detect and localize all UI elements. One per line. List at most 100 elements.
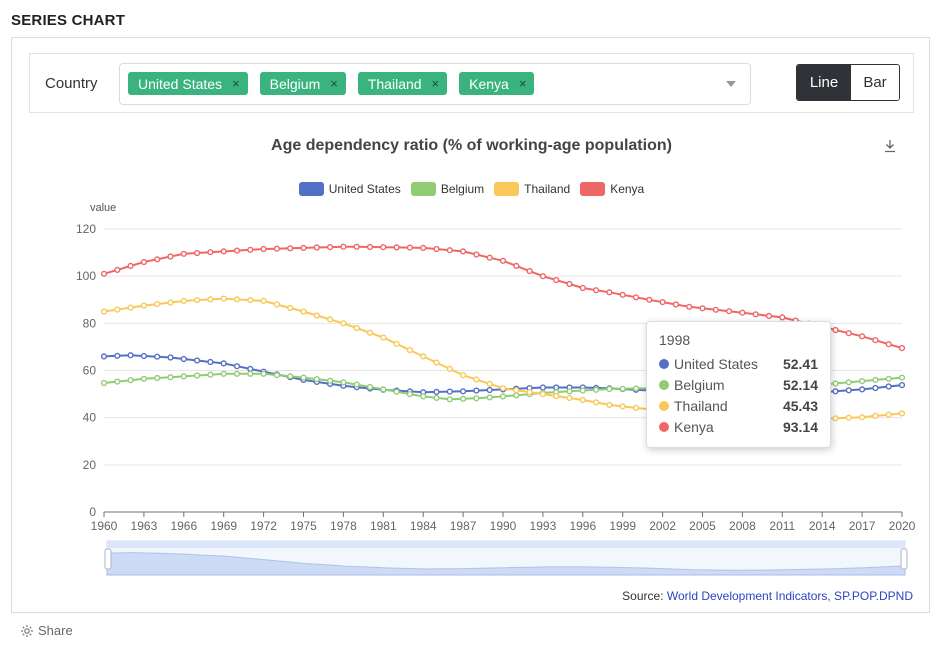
data-point[interactable] xyxy=(393,340,400,347)
data-point[interactable] xyxy=(872,376,879,384)
data-point[interactable] xyxy=(247,297,254,304)
data-point[interactable] xyxy=(460,388,467,395)
data-point[interactable] xyxy=(207,296,214,303)
data-point[interactable] xyxy=(287,373,294,380)
data-point[interactable] xyxy=(845,414,852,421)
data-point[interactable] xyxy=(393,388,400,395)
data-point[interactable] xyxy=(619,385,626,392)
data-point[interactable] xyxy=(885,375,892,382)
remove-tag-icon[interactable]: × xyxy=(518,76,527,91)
data-point[interactable] xyxy=(313,244,320,251)
data-point[interactable] xyxy=(845,330,852,337)
data-point[interactable] xyxy=(898,374,906,381)
data-point[interactable] xyxy=(473,387,480,394)
data-point[interactable] xyxy=(114,378,121,385)
data-point[interactable] xyxy=(406,244,414,251)
data-point[interactable] xyxy=(327,377,334,384)
data-point[interactable] xyxy=(406,347,414,354)
data-point[interactable] xyxy=(154,353,161,360)
legend-item-belgium[interactable]: Belgium xyxy=(410,182,484,196)
data-point[interactable] xyxy=(366,243,374,251)
legend-item-thailand[interactable]: Thailand xyxy=(494,182,570,196)
data-point[interactable] xyxy=(114,352,121,359)
data-point[interactable] xyxy=(513,262,520,270)
data-point[interactable] xyxy=(872,412,879,420)
data-point[interactable] xyxy=(140,375,148,382)
data-point[interactable] xyxy=(486,394,493,401)
data-point[interactable] xyxy=(127,304,134,311)
data-point[interactable] xyxy=(539,273,547,280)
data-point[interactable] xyxy=(526,389,533,396)
data-point[interactable] xyxy=(832,380,839,387)
data-point[interactable] xyxy=(127,352,134,359)
data-point[interactable] xyxy=(885,383,892,390)
data-point[interactable] xyxy=(167,374,174,381)
data-point[interactable] xyxy=(486,254,493,261)
data-point[interactable] xyxy=(619,403,626,410)
data-point[interactable] xyxy=(473,376,480,383)
data-point[interactable] xyxy=(499,393,507,400)
data-point[interactable] xyxy=(273,301,281,308)
data-point[interactable] xyxy=(154,374,161,382)
data-point[interactable] xyxy=(353,243,360,250)
data-point[interactable] xyxy=(885,411,892,418)
data-point[interactable] xyxy=(140,302,148,309)
data-point[interactable] xyxy=(340,243,347,250)
data-point[interactable] xyxy=(672,301,680,308)
country-multiselect[interactable]: United States × Belgium × Thailand × Ken… xyxy=(119,63,751,105)
remove-tag-icon[interactable]: × xyxy=(232,76,240,91)
data-point[interactable] xyxy=(433,388,440,396)
data-point[interactable] xyxy=(140,352,148,360)
data-point[interactable] xyxy=(420,393,427,400)
data-point[interactable] xyxy=(606,401,613,409)
legend-item-kenya[interactable]: Kenya xyxy=(580,182,644,196)
data-point[interactable] xyxy=(247,370,254,377)
data-point[interactable] xyxy=(220,360,227,367)
data-point[interactable] xyxy=(858,378,866,385)
data-point[interactable] xyxy=(233,247,241,254)
data-point[interactable] xyxy=(686,303,693,310)
data-point[interactable] xyxy=(460,395,467,402)
data-point[interactable] xyxy=(100,308,108,315)
data-point[interactable] xyxy=(220,248,227,255)
data-point[interactable] xyxy=(460,248,467,255)
data-point[interactable] xyxy=(300,244,307,252)
data-point[interactable] xyxy=(699,305,706,312)
data-point[interactable] xyxy=(566,280,573,288)
data-point[interactable] xyxy=(380,244,387,251)
data-point[interactable] xyxy=(433,394,440,402)
data-point[interactable] xyxy=(194,297,201,304)
data-point[interactable] xyxy=(446,396,453,403)
data-point[interactable] xyxy=(752,311,759,318)
zoom-handle-right[interactable] xyxy=(900,548,908,570)
data-point[interactable] xyxy=(127,377,134,384)
data-point[interactable] xyxy=(194,372,201,379)
data-point[interactable] xyxy=(566,394,573,402)
data-point[interactable] xyxy=(460,372,467,379)
data-point[interactable] xyxy=(566,388,573,395)
data-point[interactable] xyxy=(885,341,892,348)
data-point[interactable] xyxy=(167,299,174,306)
data-point[interactable] xyxy=(287,304,294,312)
data-point[interactable] xyxy=(872,337,879,344)
data-point[interactable] xyxy=(100,353,108,360)
data-point[interactable] xyxy=(167,253,174,260)
data-point[interactable] xyxy=(845,387,852,394)
download-icon[interactable] xyxy=(883,139,897,153)
data-point[interactable] xyxy=(553,392,560,400)
data-point[interactable] xyxy=(858,333,866,340)
share-button[interactable]: Share xyxy=(20,623,73,638)
data-point[interactable] xyxy=(247,365,254,373)
data-point[interactable] xyxy=(353,324,360,332)
data-point[interactable] xyxy=(499,257,507,264)
data-point[interactable] xyxy=(539,384,547,391)
line-button[interactable]: Line xyxy=(797,65,851,100)
data-point[interactable] xyxy=(513,392,520,399)
bar-button[interactable]: Bar xyxy=(851,65,899,100)
data-point[interactable] xyxy=(898,410,906,417)
data-point[interactable] xyxy=(446,247,453,254)
data-point[interactable] xyxy=(340,320,347,327)
source-link[interactable]: World Development Indicators, SP.POP.DPN… xyxy=(666,589,913,603)
data-point[interactable] xyxy=(725,308,733,315)
data-point[interactable] xyxy=(592,399,600,406)
